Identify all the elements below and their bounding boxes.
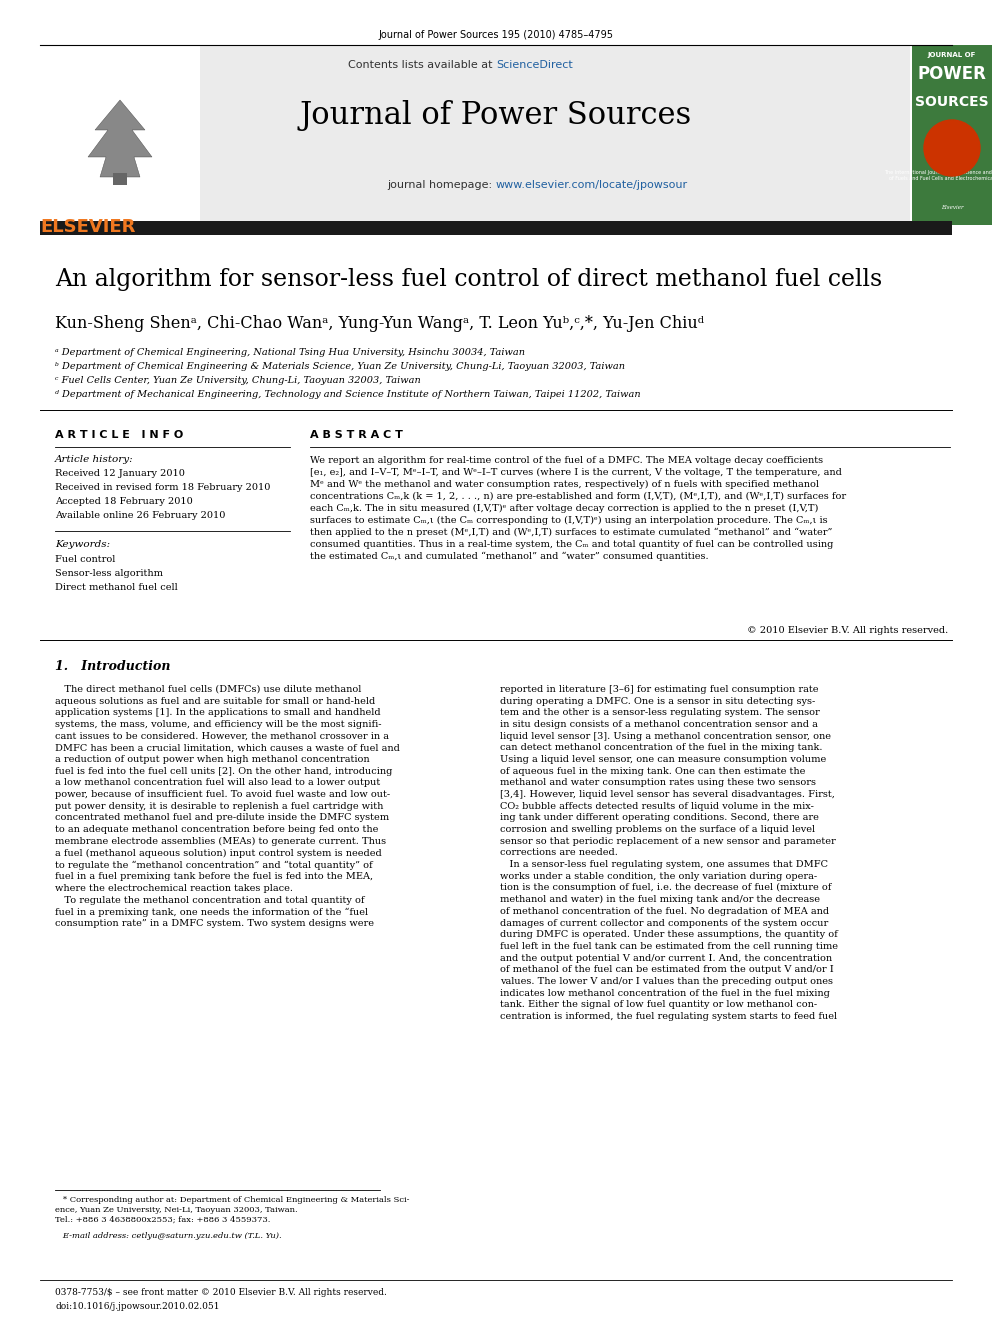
Text: ᵇ Department of Chemical Engineering & Materials Science, Yuan Ze University, Ch: ᵇ Department of Chemical Engineering & M… [55,363,625,370]
Text: Kun-Sheng Shenᵃ, Chi-Chao Wanᵃ, Yung-Yun Wangᵃ, T. Leon Yuᵇ,ᶜ,*, Yu-Jen Chiuᵈ: Kun-Sheng Shenᵃ, Chi-Chao Wanᵃ, Yung-Yun… [55,315,704,332]
Text: © 2010 Elsevier B.V. All rights reserved.: © 2010 Elsevier B.V. All rights reserved… [747,626,948,635]
Text: A R T I C L E   I N F O: A R T I C L E I N F O [55,430,184,441]
Bar [200,45,910,225]
Bar [912,45,992,225]
Text: POWER: POWER [918,65,986,83]
Text: Received in revised form 18 February 2010: Received in revised form 18 February 201… [55,483,271,492]
Text: * Corresponding author at: Department of Chemical Engineering & Materials Sci-
e: * Corresponding author at: Department of… [55,1196,410,1224]
Text: doi:10.1016/j.jpowsour.2010.02.051: doi:10.1016/j.jpowsour.2010.02.051 [55,1302,219,1311]
Text: Article history:: Article history: [55,455,134,464]
Text: JOURNAL OF: JOURNAL OF [928,52,976,58]
Text: Sensor-less algorithm: Sensor-less algorithm [55,569,163,578]
Text: We report an algorithm for real-time control of the fuel of a DMFC. The MEA volt: We report an algorithm for real-time con… [310,456,846,561]
Text: E-mail address: cetlyu@saturn.yzu.edu.tw (T.L. Yu).: E-mail address: cetlyu@saturn.yzu.edu.tw… [55,1232,282,1240]
Text: ᶜ Fuel Cells Center, Yuan Ze University, Chung-Li, Taoyuan 32003, Taiwan: ᶜ Fuel Cells Center, Yuan Ze University,… [55,376,421,385]
Bar [113,173,127,185]
Text: ᵈ Department of Mechanical Engineering, Technology and Science Institute of Nort: ᵈ Department of Mechanical Engineering, … [55,390,641,400]
Text: Journal of Power Sources: Journal of Power Sources [300,101,692,131]
Text: ScienceDirect: ScienceDirect [496,60,572,70]
Text: www.elsevier.com/locate/jpowsour: www.elsevier.com/locate/jpowsour [496,180,688,191]
Text: SOURCES: SOURCES [916,95,989,108]
Text: Direct methanol fuel cell: Direct methanol fuel cell [55,583,178,591]
Bar [40,221,952,235]
Text: A B S T R A C T: A B S T R A C T [310,430,403,441]
Text: An algorithm for sensor-less fuel control of direct methanol fuel cells: An algorithm for sensor-less fuel contro… [55,269,882,291]
Text: Received 12 January 2010: Received 12 January 2010 [55,468,185,478]
Text: Available online 26 February 2010: Available online 26 February 2010 [55,511,225,520]
Text: journal homepage:: journal homepage: [387,180,496,191]
Text: The direct methanol fuel cells (DMFCs) use dilute methanol
aqueous solutions as : The direct methanol fuel cells (DMFCs) u… [55,685,400,929]
Text: Accepted 18 February 2010: Accepted 18 February 2010 [55,497,192,505]
Text: Fuel control: Fuel control [55,556,115,564]
Text: 1.   Introduction: 1. Introduction [55,660,171,673]
Text: 0378-7753/$ – see front matter © 2010 Elsevier B.V. All rights reserved.: 0378-7753/$ – see front matter © 2010 El… [55,1289,387,1297]
Text: Keywords:: Keywords: [55,540,110,549]
Circle shape [924,120,980,176]
Text: The International Journal of the Science and Technology
of Fuels and Fuel Cells : The International Journal of the Science… [884,169,992,181]
Text: ᵃ Department of Chemical Engineering, National Tsing Hua University, Hsinchu 300: ᵃ Department of Chemical Engineering, Na… [55,348,525,357]
Bar [40,45,200,225]
Text: ELSEVIER: ELSEVIER [40,218,135,235]
Text: Elsevier: Elsevier [940,205,963,210]
Text: Journal of Power Sources 195 (2010) 4785–4795: Journal of Power Sources 195 (2010) 4785… [379,30,613,40]
Text: reported in literature [3–6] for estimating fuel consumption rate
during operati: reported in literature [3–6] for estimat… [500,685,838,1021]
Text: Contents lists available at: Contents lists available at [348,60,496,70]
Polygon shape [88,101,152,177]
